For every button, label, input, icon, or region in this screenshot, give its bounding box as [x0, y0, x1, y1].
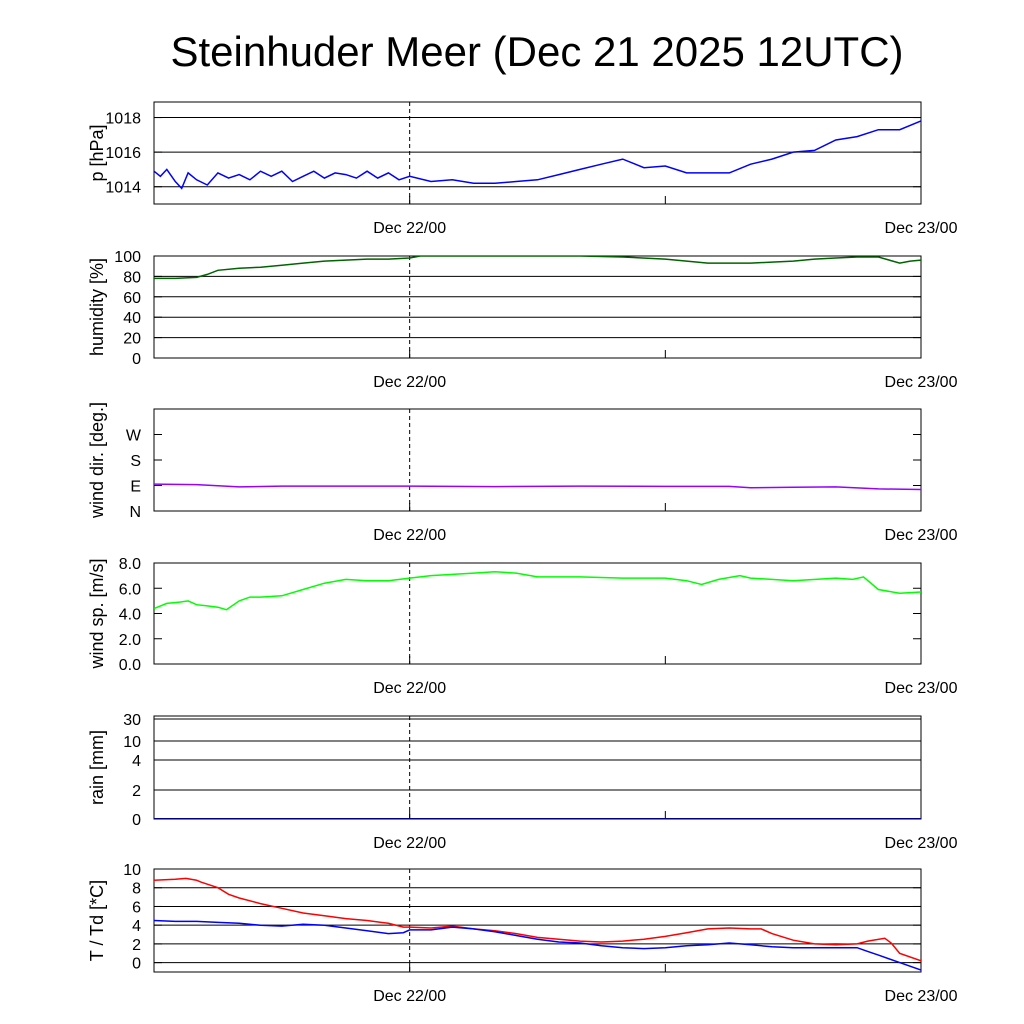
y-tick-label: 0 [132, 351, 141, 368]
y-tick-label: 10 [123, 734, 141, 751]
y-axis-label: wind dir. [deg.] [87, 402, 107, 519]
y-tick-label: 10 [123, 862, 141, 879]
series-line-p [154, 120, 921, 190]
panel-rain: Dec 22/00 Dec 23/00 0 2 4 10 30 rain [mm] [87, 712, 958, 852]
x-tick-label: Dec 23/00 [885, 527, 958, 544]
y-tick-label: 0 [132, 812, 141, 829]
y-tick-label: N [129, 504, 141, 521]
series-line-Td [154, 919, 921, 971]
series-line-T [154, 877, 921, 962]
x-tick-label: Dec 23/00 [885, 835, 958, 852]
chart-title: Steinhuder Meer (Dec 21 2025 12UTC) [170, 28, 904, 75]
y-tick-label: 1016 [105, 145, 141, 162]
y-tick-label: 8 [132, 881, 141, 898]
panel-wind_speed: Dec 22/00 Dec 23/00 0.0 2.0 4.0 6.0 8.0 wind sp… [87, 556, 958, 697]
y-tick-label: 80 [123, 269, 141, 286]
series-line-dir [154, 483, 921, 491]
plot-frame [153, 868, 922, 973]
y-axis-label: rain [mm] [87, 730, 107, 805]
y-tick-label: 8.0 [119, 556, 141, 573]
y-tick-label: 0 [132, 956, 141, 973]
plot-frame [153, 715, 922, 820]
y-tick-label: 1014 [105, 180, 141, 197]
y-tick-label: 6.0 [119, 581, 141, 598]
y-axis-label: T / Td [*C] [87, 880, 107, 961]
series-line-ff [154, 571, 921, 611]
x-tick-label: Dec 22/00 [373, 527, 446, 544]
x-tick-label: Dec 22/00 [373, 680, 446, 697]
x-tick-label: Dec 23/00 [885, 680, 958, 697]
plot-frame [153, 562, 922, 665]
y-tick-label: 4.0 [119, 607, 141, 624]
y-tick-label: 30 [123, 712, 141, 729]
y-tick-label: E [130, 479, 141, 496]
y-tick-label: 1018 [105, 111, 141, 128]
y-axis-label: wind sp. [m/s] [87, 558, 107, 669]
panel-temperature: Dec 22/00 Dec 23/00 0 2 4 68 10 T / Td [*C] [87, 862, 958, 1005]
y-tick-label: 60 [123, 290, 141, 307]
x-tick-label: Dec 23/00 [885, 988, 958, 1005]
panel-humidity: Dec 22/00 Dec 23/00 0 20 40 60 80 100 humidity [… [87, 249, 958, 391]
x-tick-label: Dec 23/00 [885, 220, 958, 237]
y-tick-label: 40 [123, 310, 141, 327]
x-tick-label: Dec 23/00 [885, 374, 958, 391]
plot-frame [153, 255, 922, 359]
series-line-rh [154, 256, 921, 280]
y-tick-label: 2.0 [119, 632, 141, 649]
y-tick-label: 4 [132, 918, 141, 935]
y-tick-label: 100 [114, 249, 141, 266]
y-tick-label: 2 [132, 937, 141, 954]
y-tick-label: 4 [132, 753, 141, 770]
plot-frame [153, 101, 922, 205]
x-tick-label: Dec 22/00 [373, 835, 446, 852]
y-tick-label: W [126, 428, 142, 445]
y-tick-label: 20 [123, 331, 141, 348]
x-tick-label: Dec 22/00 [373, 988, 446, 1005]
x-tick-label: Dec 22/00 [373, 374, 446, 391]
y-tick-label: S [130, 453, 141, 470]
y-axis-label: humidity [%] [87, 258, 107, 356]
y-tick-label: 6 [132, 899, 141, 916]
plot-frame [153, 408, 922, 512]
y-tick-label: 0.0 [119, 657, 141, 674]
y-tick-label: 2 [132, 783, 141, 800]
x-tick-label: Dec 22/00 [373, 220, 446, 237]
y-axis-label: p [hPa] [87, 124, 107, 181]
